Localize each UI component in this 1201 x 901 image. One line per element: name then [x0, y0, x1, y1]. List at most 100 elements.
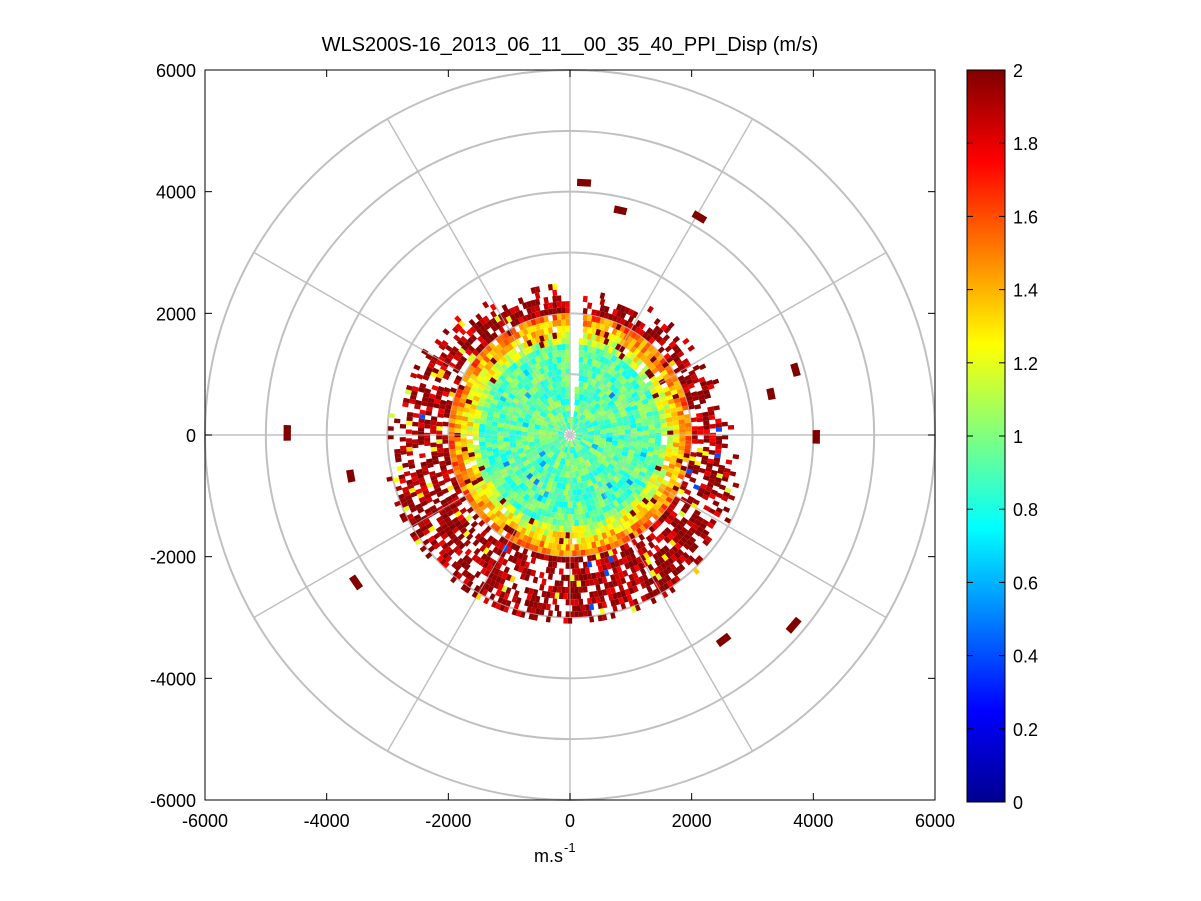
data-cell	[698, 376, 706, 383]
data-cell	[466, 439, 474, 445]
outlier-cell	[283, 424, 291, 441]
data-cell	[679, 554, 687, 563]
data-cell	[536, 446, 544, 454]
data-cell	[558, 419, 564, 426]
data-cell	[704, 393, 712, 400]
data-cell	[502, 538, 510, 546]
data-cell	[545, 591, 551, 599]
data-cell	[538, 527, 545, 535]
data-cell	[668, 548, 676, 556]
data-cell	[478, 465, 486, 472]
data-cell	[525, 462, 533, 471]
data-cell	[647, 563, 655, 572]
data-cell	[641, 477, 650, 485]
data-cell	[582, 586, 588, 593]
data-cell	[629, 418, 636, 425]
data-cell	[593, 435, 601, 441]
data-cell	[677, 410, 684, 416]
data-cell	[578, 387, 585, 395]
data-cell	[712, 500, 720, 507]
data-cell	[425, 522, 433, 529]
data-cell	[628, 599, 635, 608]
data-cell	[415, 468, 423, 475]
data-cell	[532, 505, 539, 514]
data-cell	[523, 376, 531, 384]
data-cell	[534, 355, 541, 364]
data-cell	[417, 531, 425, 539]
data-cell	[499, 413, 507, 420]
data-cell	[547, 530, 554, 537]
data-cell	[480, 332, 488, 341]
data-cell	[488, 484, 496, 492]
data-cell	[591, 453, 599, 462]
data-cell	[493, 568, 501, 576]
data-cell	[455, 539, 463, 547]
data-cell	[548, 444, 557, 451]
data-cell	[472, 468, 481, 475]
data-cell	[565, 440, 569, 447]
data-cell	[518, 357, 526, 365]
data-cell	[649, 355, 658, 363]
data-cell	[511, 362, 519, 370]
data-cell	[467, 345, 476, 353]
data-cell	[454, 423, 462, 429]
data-cell	[451, 506, 460, 514]
data-cell	[602, 357, 610, 365]
data-cell	[501, 558, 509, 566]
data-cell	[575, 432, 583, 435]
data-cell	[607, 346, 614, 354]
data-cell	[639, 354, 648, 362]
data-cell	[620, 602, 627, 610]
data-cell	[525, 399, 533, 408]
data-cell	[672, 485, 680, 492]
data-cell	[552, 561, 558, 569]
data-cell	[411, 430, 418, 435]
data-cell	[453, 484, 461, 491]
data-cell	[578, 610, 584, 618]
data-cell	[514, 478, 523, 487]
data-cell	[499, 577, 506, 586]
data-cell	[519, 610, 526, 618]
data-cell	[706, 482, 714, 489]
data-cell	[547, 517, 554, 525]
data-cell	[584, 549, 591, 556]
data-cell	[558, 592, 564, 600]
data-cell	[532, 601, 539, 609]
data-cell	[454, 428, 461, 433]
data-cell	[721, 495, 729, 502]
data-cell	[534, 551, 541, 559]
data-cell	[592, 410, 601, 418]
polar-grid-overlay	[387, 252, 753, 618]
data-cell	[461, 446, 468, 452]
data-cell	[732, 482, 740, 489]
data-cell	[485, 577, 493, 586]
data-cell	[414, 528, 423, 536]
data-cell	[417, 436, 425, 441]
data-cell	[562, 489, 568, 496]
data-cell	[560, 337, 566, 345]
data-cell	[542, 372, 550, 380]
data-cell	[659, 584, 667, 593]
data-cell	[574, 599, 579, 606]
data-cell	[590, 477, 598, 485]
data-cell	[399, 423, 407, 429]
data-cell	[511, 450, 519, 457]
data-cell	[417, 427, 425, 432]
data-cell	[430, 420, 437, 426]
data-cell	[657, 496, 666, 505]
data-cell	[615, 532, 622, 541]
data-cell	[586, 390, 594, 398]
data-cell	[540, 439, 548, 446]
data-cell	[668, 478, 677, 485]
data-cell	[468, 526, 476, 535]
data-cell	[418, 386, 426, 393]
data-cell	[601, 613, 608, 621]
data-cell	[507, 365, 516, 373]
x-tick-label: -2000	[425, 811, 471, 831]
data-cell	[552, 307, 558, 315]
data-cell	[559, 398, 566, 406]
data-cell	[514, 406, 522, 414]
data-cell	[685, 436, 692, 441]
data-cell	[509, 313, 517, 321]
data-cell	[486, 450, 494, 457]
